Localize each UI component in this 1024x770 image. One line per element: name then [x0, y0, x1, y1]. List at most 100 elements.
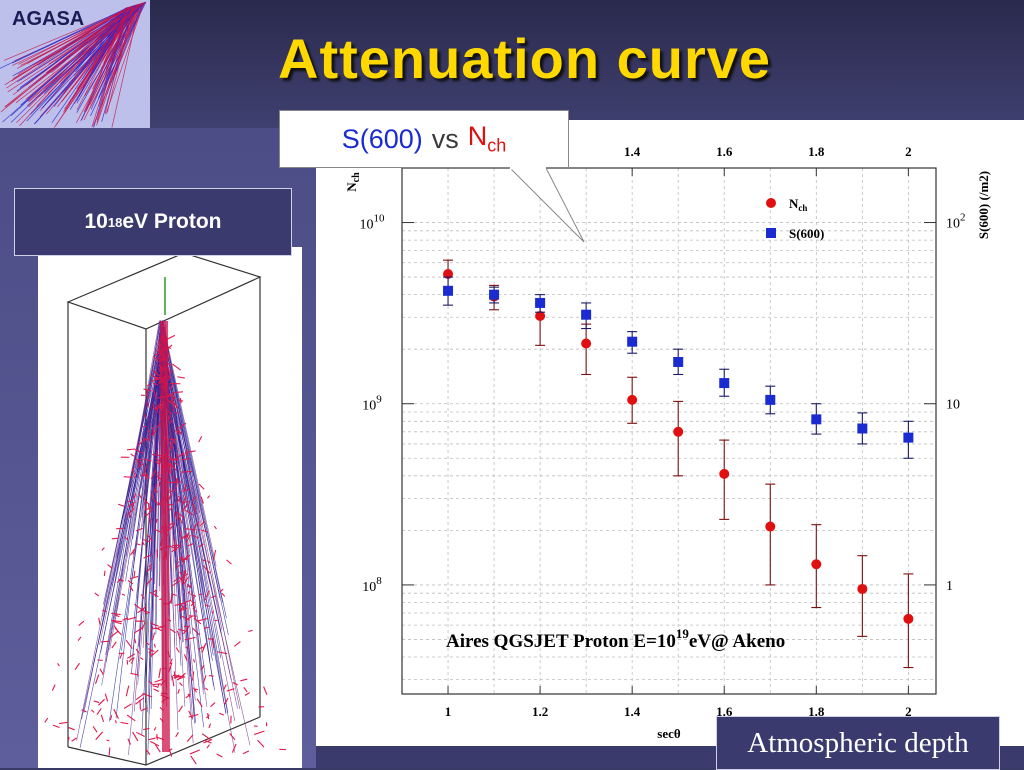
shower-particle	[187, 735, 193, 742]
shower-particle	[136, 732, 144, 736]
shower-particle	[72, 738, 77, 741]
x-axis-label: secθ	[657, 726, 681, 741]
shower-particle	[204, 627, 209, 628]
x-tick-label: 1.4	[624, 704, 641, 719]
shower-particle	[176, 647, 179, 652]
shower-particle	[234, 642, 240, 647]
shower-particle	[207, 745, 209, 749]
shower-particle	[159, 668, 161, 678]
shower-particle	[208, 639, 213, 640]
shower-particle	[219, 713, 224, 715]
shower-particle	[227, 689, 235, 691]
data-point-s600	[903, 433, 913, 443]
shower-particle	[209, 724, 211, 728]
proton-energy-base: 10	[84, 210, 107, 234]
shower-particle	[258, 740, 264, 747]
data-point-s600	[673, 357, 683, 367]
shower-particle	[102, 548, 105, 551]
shower-core	[164, 321, 166, 752]
shower-particle	[118, 504, 124, 506]
data-point-nch	[627, 395, 637, 405]
shower-particle	[52, 685, 55, 691]
shower-particle	[53, 725, 60, 727]
shower-particle	[122, 594, 125, 595]
y-axis-label-right: S(600) (/m2)	[976, 171, 991, 239]
shower-particle	[129, 658, 132, 662]
shower-particle	[110, 715, 111, 720]
shower-particle	[149, 738, 156, 740]
shower-particle	[75, 663, 79, 670]
shower-particle	[126, 686, 129, 697]
shower-particle	[202, 734, 210, 740]
shower-particle	[68, 737, 69, 740]
shower-particle	[254, 731, 264, 734]
shower-particle	[104, 571, 105, 576]
shower-particle	[172, 364, 180, 370]
shower-particle	[96, 732, 103, 740]
shower-particle	[45, 718, 48, 722]
shower-particle	[59, 722, 68, 723]
shower-particle	[124, 477, 133, 478]
shower-particle	[101, 715, 103, 722]
shower-particle	[193, 659, 194, 662]
y-tick-label-right: 10	[946, 398, 960, 413]
legend-label-s600: S(600)	[789, 226, 824, 241]
shower-particle	[148, 503, 149, 508]
shower-particle	[143, 540, 150, 542]
agasa-logo: AGASA	[0, 0, 150, 128]
shower-particle	[205, 688, 208, 690]
legend-marker-nch	[766, 198, 776, 208]
data-point-nch	[581, 338, 591, 348]
shower-particle	[187, 535, 188, 538]
y-tick-label-left: 109	[362, 394, 382, 414]
x-tick-label: 1	[445, 704, 452, 719]
data-point-s600	[535, 298, 545, 308]
chart-annotation: Aires QGSJET Proton E=1019eV@ Akeno	[446, 626, 785, 652]
shower-particle	[189, 715, 199, 717]
shower-particle	[177, 631, 180, 640]
callout-nch: Nch	[468, 121, 507, 156]
shower-particle	[157, 734, 158, 740]
shower-particle	[135, 639, 136, 643]
shower-particle	[191, 756, 197, 764]
shower-particle	[173, 675, 181, 676]
data-point-nch	[857, 584, 867, 594]
y-axis-label-left: Nch	[344, 172, 362, 192]
shower-particle	[213, 610, 214, 613]
shower-particle	[153, 689, 158, 692]
data-point-nch	[673, 427, 683, 437]
air-shower-illustration	[38, 247, 302, 768]
data-point-nch	[719, 469, 729, 479]
callout-vs: vs	[432, 124, 459, 155]
shower-particle	[207, 496, 209, 499]
x-tick-label: 1.2	[532, 704, 548, 719]
shower-particle	[127, 449, 135, 450]
callout-s600: S(600)	[342, 124, 423, 155]
shower-particle	[141, 658, 144, 660]
shower-particle	[131, 454, 135, 456]
shower-particle	[112, 642, 116, 648]
shower-particle	[175, 412, 179, 413]
logo-text: AGASA	[12, 8, 84, 31]
shower-particle	[91, 710, 94, 713]
shower-particle	[154, 727, 156, 730]
shower-particle	[181, 471, 192, 472]
shower-particle	[78, 637, 81, 641]
shower-particle	[143, 426, 147, 427]
shower-particle	[245, 693, 250, 696]
shower-particle	[178, 689, 180, 694]
shower-particle	[109, 747, 110, 755]
data-point-s600	[581, 310, 591, 320]
shower-particle	[223, 685, 226, 690]
callout-nch-sub: ch	[487, 136, 506, 156]
shower-particle	[209, 676, 214, 677]
shower-particle	[95, 593, 99, 596]
shower-particle	[138, 459, 142, 460]
callout-pointer	[470, 160, 600, 250]
data-point-s600	[443, 286, 453, 296]
shower-particle	[173, 594, 177, 595]
y-tick-label-left: 1010	[360, 213, 386, 233]
shower-particle	[199, 594, 203, 595]
